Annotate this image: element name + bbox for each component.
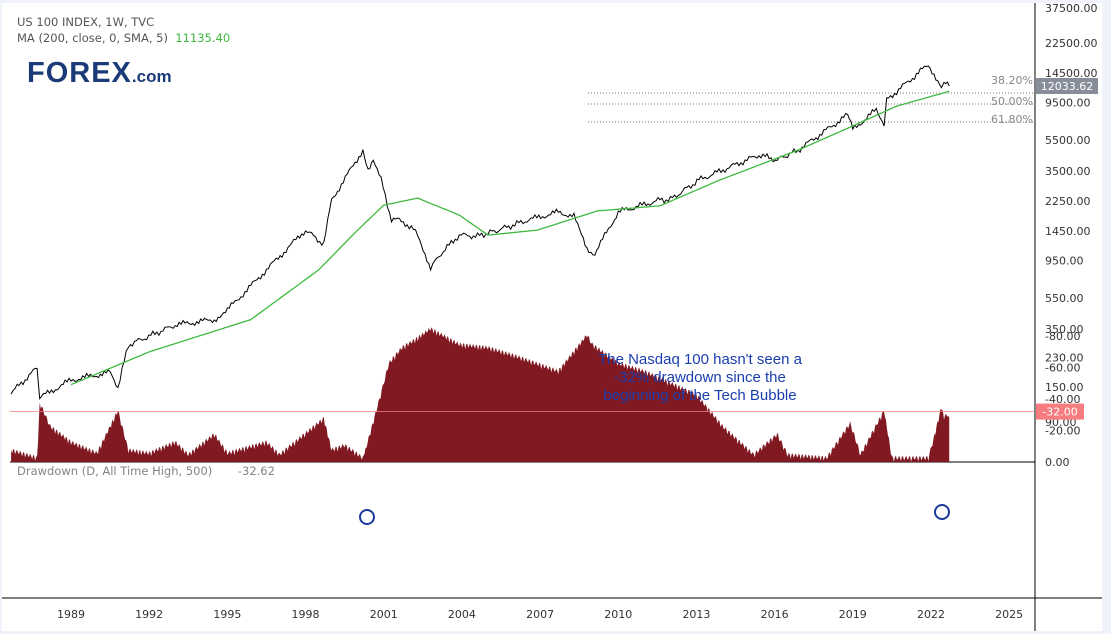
price-tick-label: 5500.00: [1045, 134, 1091, 147]
drawdown-value: -32.62: [237, 464, 275, 478]
fib-label: 38.20%: [991, 74, 1033, 87]
time-tick-label: 1998: [292, 608, 320, 621]
drawdown-legend[interactable]: Drawdown (D, All Time High, 500) -32.62: [17, 464, 275, 478]
price-tick-label: 37500.00: [1045, 2, 1098, 15]
time-tick-label: 1992: [135, 608, 163, 621]
time-tick-label: 2007: [526, 608, 554, 621]
price-tick-label: 3500.00: [1045, 165, 1091, 178]
time-tick-label: 2001: [370, 608, 398, 621]
price-tick-label: 350.00: [1045, 323, 1084, 336]
drawdown-tick-label: -40.00: [1045, 393, 1080, 406]
forex-logo: FOREX.com: [27, 57, 172, 89]
current-price-badge: [1036, 78, 1098, 94]
drawdown-tick-label: 0.00: [1045, 456, 1070, 469]
drawdown-tick-label: -80.00: [1045, 330, 1080, 343]
highlight-circle: [359, 509, 375, 525]
ma-value: 11135.40: [175, 31, 231, 45]
price-tick-label: 550.00: [1045, 292, 1084, 305]
symbol-legend[interactable]: US 100 INDEX, 1W, TVC: [17, 15, 155, 29]
time-tick-label: 2004: [448, 608, 476, 621]
chart-frame: [2, 3, 1102, 631]
price-tick-label: 150.00: [1045, 381, 1084, 394]
price-tick-label: 14500.00: [1045, 67, 1098, 80]
time-tick-label: 2010: [604, 608, 632, 621]
threshold-label: -32.00: [1042, 406, 1077, 419]
drawdown-tick-label: -20.00: [1045, 425, 1080, 438]
current-price-label: 12033.62: [1041, 80, 1094, 93]
annotation-text: The Nasdaq 100 hasn't seen a -32% drawdo…: [598, 351, 802, 404]
drawdown-area: [11, 327, 950, 462]
price-tick-label: 1450.00: [1045, 225, 1091, 238]
price-tick-label: 230.00: [1045, 352, 1084, 365]
time-tick-label: 2025: [995, 608, 1023, 621]
time-tick-label: 1989: [57, 608, 85, 621]
fib-label: 61.80%: [991, 113, 1033, 126]
time-tick-label: 2016: [761, 608, 789, 621]
ma200-line: [70, 90, 950, 386]
price-line: [10, 65, 950, 400]
price-tick-label: 22500.00: [1045, 37, 1098, 50]
threshold-badge: [1036, 403, 1084, 420]
price-tick-label: 950.00: [1045, 254, 1084, 267]
highlight-circle: [934, 504, 950, 520]
time-tick-label: 2022: [917, 608, 945, 621]
fib-label: 50.00%: [991, 95, 1033, 108]
drawdown-tick-label: -60.00: [1045, 362, 1080, 375]
time-tick-label: 2019: [839, 608, 867, 621]
price-tick-label: 2250.00: [1045, 195, 1091, 208]
time-tick-label: 1995: [213, 608, 241, 621]
ma-legend[interactable]: MA (200, close, 0, SMA, 5) 11135.40: [17, 31, 230, 45]
price-tick-label: 9500.00: [1045, 96, 1091, 109]
ma-label: MA (200, close, 0, SMA, 5): [17, 31, 168, 45]
time-tick-label: 2013: [682, 608, 710, 621]
